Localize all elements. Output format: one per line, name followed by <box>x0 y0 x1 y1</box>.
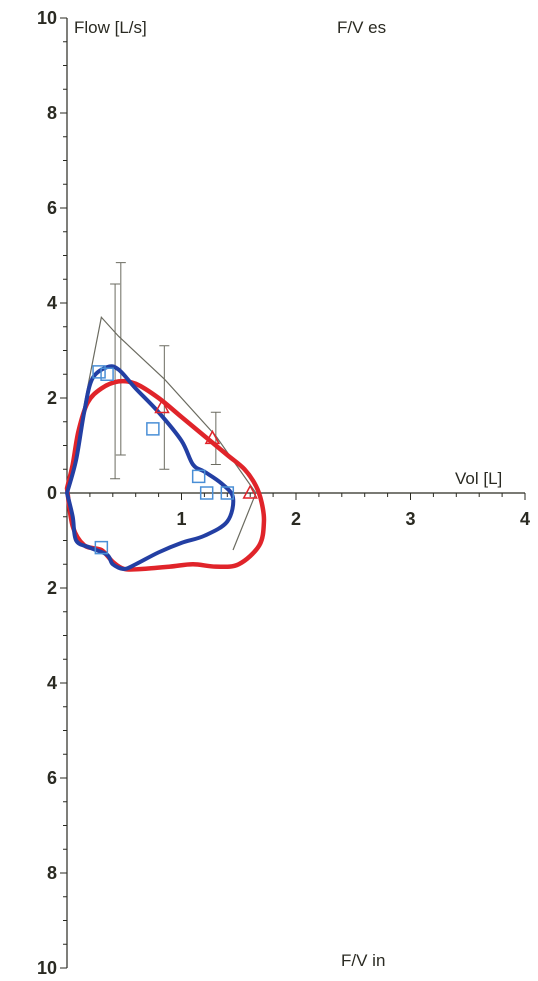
blue-square-marker <box>220 486 235 500</box>
blue-square-marker <box>100 367 114 381</box>
blue-square-marker <box>146 422 160 436</box>
y-tick-label: 6 <box>47 198 57 218</box>
x-tick-label: 2 <box>291 509 301 529</box>
y-tick-label: 2 <box>47 578 57 598</box>
blue-square-marker <box>199 486 214 500</box>
markers-group <box>92 365 258 555</box>
red-triangle-marker <box>204 429 221 445</box>
y-tick-label: 4 <box>47 293 57 313</box>
y-tick-label: 2 <box>47 388 57 408</box>
inspiration-label: F/V in <box>341 951 385 970</box>
blue-square-marker <box>94 540 109 555</box>
loops-group <box>64 364 267 572</box>
y-tick-label: 0 <box>47 483 57 503</box>
x-tick-label: 1 <box>176 509 186 529</box>
y-axis-label: Flow [L/s] <box>74 18 147 37</box>
expiration-label: F/V es <box>337 18 386 37</box>
y-tick-label: 8 <box>47 863 57 883</box>
y-tick-label: 8 <box>47 103 57 123</box>
y-tick-label: 10 <box>37 958 57 978</box>
y-tick-label: 6 <box>47 768 57 788</box>
predicted-curve <box>66 315 257 551</box>
x-tick-label: 4 <box>520 509 530 529</box>
error-bars-group <box>110 262 221 480</box>
y-tick-label: 10 <box>37 8 57 28</box>
blue-square-marker <box>92 365 106 379</box>
red-triangle-marker <box>242 484 258 499</box>
predicted-curve-group <box>66 315 257 551</box>
x-tick-label: 3 <box>405 509 415 529</box>
blue-square-marker <box>191 469 206 484</box>
y-tick-label: 4 <box>47 673 57 693</box>
red-triangle-marker <box>154 398 170 414</box>
x-axis-label: Vol [L] <box>455 469 502 488</box>
